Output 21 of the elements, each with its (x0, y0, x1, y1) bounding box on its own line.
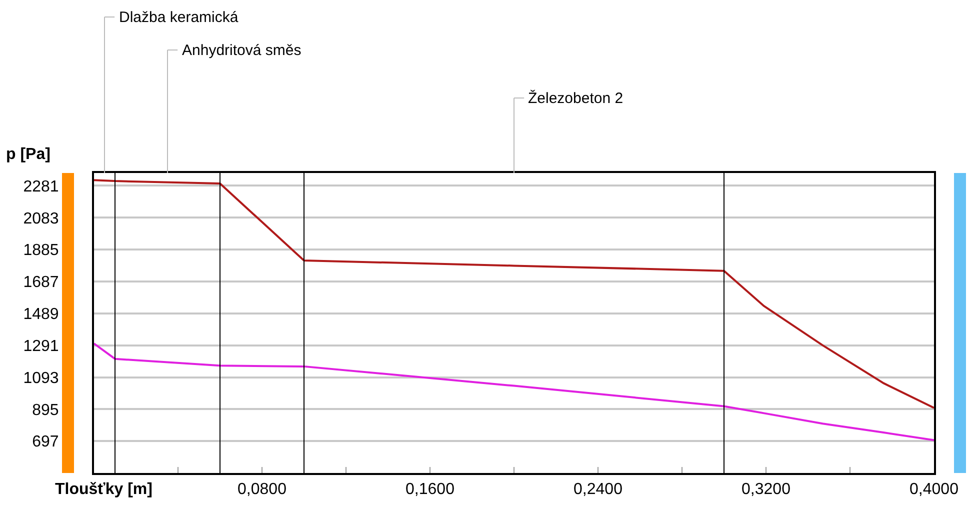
y-tick-label: 2281 (23, 178, 59, 196)
x-tick-label: 0,2400 (574, 481, 623, 498)
x-tick-label: 0,1600 (406, 481, 455, 498)
y-tick-label: 697 (32, 434, 59, 451)
x-tick-label: 0,0800 (238, 481, 287, 498)
y-tick-label: 895 (32, 402, 59, 419)
y-tick-label: 1291 (23, 338, 59, 355)
text: Anhydritová směs (182, 42, 302, 59)
x-axis-title: Tloušťky [m] (55, 481, 152, 498)
x-tick-label: 0,4000 (910, 481, 959, 498)
y-tick-label: 1687 (23, 274, 59, 292)
line-series (94, 342, 934, 442)
text: Železobeton 2 (528, 89, 624, 107)
y-tick-label: 1093 (23, 370, 59, 387)
text: Dlažba keramická (119, 9, 239, 26)
y-tick-label: 2083 (23, 210, 59, 228)
x-tick-label: 0,3200 (742, 481, 791, 498)
y-tick-label: 1885 (23, 242, 59, 260)
y-tick-label: 1489 (23, 306, 59, 324)
line-series (94, 179, 934, 409)
y-axis-title: p [Pa] (6, 146, 50, 163)
